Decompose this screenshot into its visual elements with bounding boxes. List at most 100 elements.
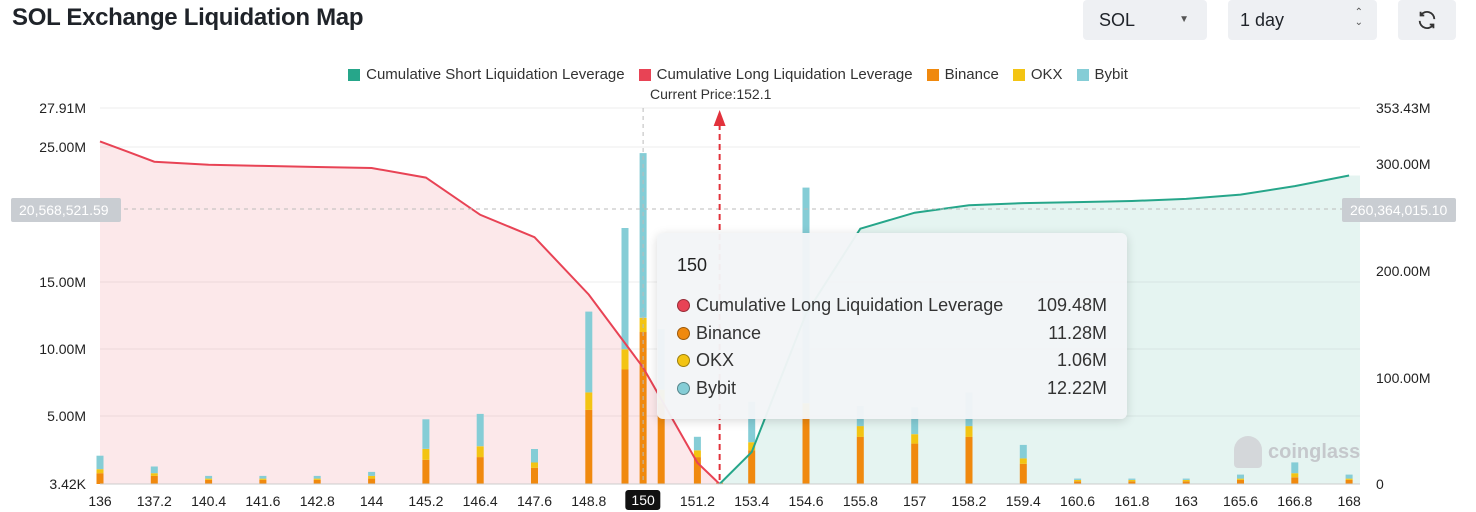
legend-short-label: Cumulative Short Liquidation Leverage: [366, 66, 625, 83]
tooltip-row-value: 11.28M: [1048, 322, 1107, 343]
x-axis-tick: 160.6: [1060, 493, 1096, 509]
symbol-select[interactable]: SOL ▼: [1083, 0, 1207, 40]
bar-binance: [621, 369, 629, 484]
chart-legend: Cumulative Short Liquidation Leverage Cu…: [0, 66, 1476, 83]
bar-binance: [911, 443, 919, 484]
legend-bybit[interactable]: Bybit: [1076, 66, 1128, 83]
left-axis-tick: 3.42K: [49, 476, 86, 492]
bar-okx: [313, 478, 321, 480]
tooltip-row-label: Bybit: [696, 377, 737, 398]
bar-okx: [693, 450, 701, 457]
bar-binance: [205, 480, 213, 484]
bar-bybit: [1074, 478, 1082, 480]
right-axis-tick: 100.00M: [1376, 370, 1431, 386]
x-axis-tick: 165.6: [1222, 493, 1259, 509]
bar-binance: [1019, 463, 1027, 484]
bar-bybit: [476, 413, 484, 447]
bar-binance: [585, 409, 593, 484]
bar-bybit: [422, 419, 430, 449]
bar-bybit: [531, 449, 538, 463]
x-axis-tick: 154.6: [788, 493, 824, 509]
bar-bybit: [585, 311, 593, 393]
bar-binance: [748, 450, 756, 484]
tooltip-row: Binance 11.28M: [677, 320, 1107, 348]
x-axis-tick: 146.4: [462, 493, 498, 509]
tooltip-dot-okx: [677, 354, 690, 368]
x-axis-tick: 142.8: [299, 493, 335, 509]
bar-binance: [802, 416, 810, 484]
range-select-value: 1 day: [1240, 9, 1285, 30]
chart-tooltip: 150 Cumulative Long Liquidation Leverage…: [657, 233, 1127, 419]
tooltip-row: Bybit 12.22M: [677, 375, 1107, 403]
caret-down-icon: ▼: [1179, 14, 1189, 25]
up-down-arrows-icon: ⌃ ⌄: [1354, 7, 1363, 28]
bar-bybit: [621, 228, 629, 350]
bar-bybit: [313, 475, 321, 479]
crosshair-left-value: 20,568,521.59: [11, 198, 121, 222]
bar-okx: [585, 392, 593, 410]
bar-bybit: [1345, 474, 1353, 479]
bar-okx: [856, 426, 864, 437]
bar-okx: [1182, 480, 1190, 482]
legend-okx[interactable]: OKX: [1012, 66, 1063, 83]
bar-okx: [150, 473, 158, 476]
bar-okx: [205, 478, 213, 480]
bar-okx: [1019, 458, 1027, 464]
bar-binance: [531, 467, 538, 484]
x-axis-tick: 163: [1174, 493, 1198, 509]
x-axis-tick: 140.4: [191, 493, 227, 509]
bar-okx: [1237, 478, 1244, 480]
x-axis-tick: 147.6: [516, 493, 552, 509]
bar-binance: [1128, 481, 1136, 484]
bar-okx: [621, 349, 629, 370]
bar-binance: [422, 459, 430, 484]
legend-short[interactable]: Cumulative Short Liquidation Leverage: [348, 66, 625, 83]
legend-long-label: Cumulative Long Liquidation Leverage: [656, 66, 913, 83]
bar-binance: [693, 457, 701, 484]
tooltip-row-label: Cumulative Long Liquidation Leverage: [696, 295, 1004, 316]
bar-bybit: [205, 475, 213, 479]
bar-binance: [476, 457, 484, 484]
x-axis-tick: 150: [625, 490, 661, 510]
bar-okx: [1128, 480, 1136, 482]
coinglass-logo-icon: [1234, 436, 1262, 468]
x-axis-tick: 137.2: [136, 493, 172, 509]
bar-binance: [965, 436, 973, 484]
x-axis-tick: 145.2: [408, 493, 444, 509]
tooltip-row-label: Binance: [696, 322, 762, 343]
long-area: [100, 141, 720, 484]
bar-okx: [96, 469, 104, 474]
legend-binance[interactable]: Binance: [926, 66, 999, 83]
right-axis-tick: 300.00M: [1376, 156, 1431, 172]
legend-binance-swatch: [926, 68, 939, 81]
bar-okx: [1074, 480, 1082, 482]
legend-bybit-label: Bybit: [1094, 66, 1128, 83]
x-axis-tick: 155.8: [842, 493, 878, 509]
legend-bybit-swatch: [1076, 68, 1089, 81]
bar-binance: [856, 436, 864, 484]
bar-bybit: [368, 471, 376, 476]
legend-okx-swatch: [1012, 68, 1025, 81]
tooltip-row-value: 109.48M: [1036, 295, 1107, 316]
x-axis-tick: 153.4: [734, 493, 770, 509]
x-axis-tick: 148.8: [571, 493, 607, 509]
legend-long[interactable]: Cumulative Long Liquidation Leverage: [638, 66, 913, 83]
bar-binance: [313, 480, 321, 484]
legend-short-swatch: [348, 68, 361, 81]
tooltip-row-value: 12.22M: [1046, 377, 1107, 398]
bar-bybit: [639, 153, 647, 318]
x-axis-tick: 144: [359, 493, 384, 509]
left-axis-tick: 5.00M: [47, 408, 86, 424]
bar-bybit: [1019, 444, 1027, 459]
x-axis-tick: 159.4: [1005, 493, 1041, 509]
right-axis-tick: 0: [1376, 476, 1384, 492]
bar-okx: [748, 442, 756, 451]
bar-binance: [150, 475, 158, 484]
bar-binance: [1291, 477, 1299, 484]
range-select[interactable]: 1 day ⌃ ⌄: [1228, 0, 1377, 40]
tooltip-row: Cumulative Long Liquidation Leverage 109…: [677, 292, 1107, 320]
legend-okx-label: OKX: [1030, 66, 1063, 83]
bar-okx: [911, 434, 919, 444]
x-axis-tick: 168: [1337, 493, 1361, 509]
refresh-button[interactable]: [1398, 0, 1456, 40]
